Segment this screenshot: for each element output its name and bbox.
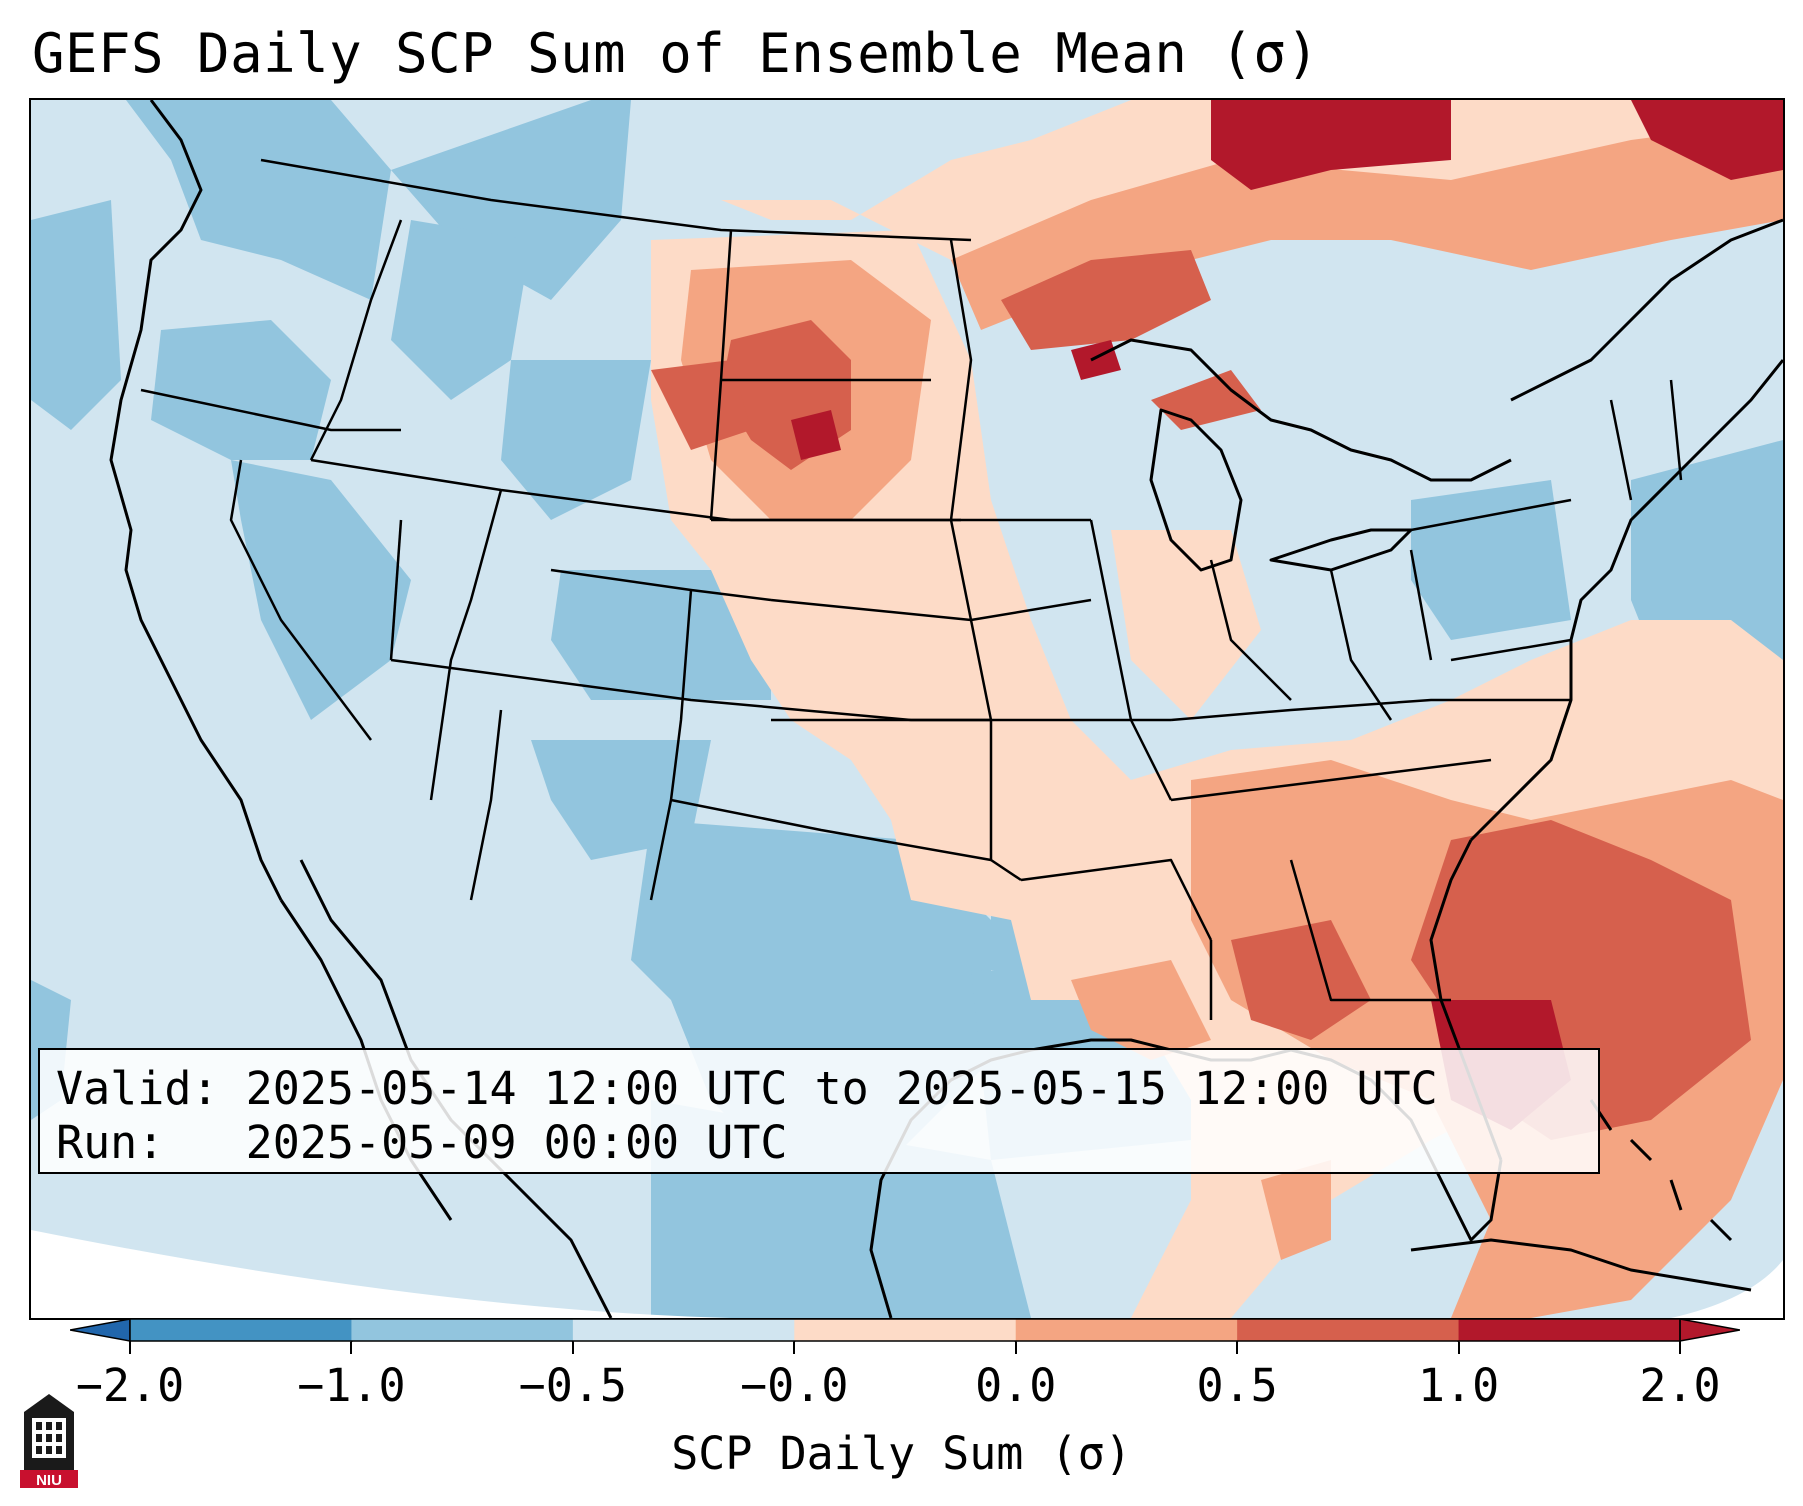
bahamas: [1589, 1099, 1733, 1242]
west-coast: [109, 100, 283, 901]
colorbar-segment: [794, 1319, 1017, 1341]
colorbar-tick-line: [1457, 1342, 1460, 1354]
projection-edge-right: [1671, 1260, 1783, 1318]
colorbar-tick-line: [571, 1342, 574, 1354]
colorbar-tick-label: 0.5: [1196, 1359, 1278, 1412]
colorbar-segment: [351, 1319, 574, 1341]
colorbar-tick-line: [1014, 1342, 1017, 1354]
canada-east: [1510, 218, 1783, 402]
colorbar-label: SCP Daily Sum (σ): [671, 1427, 1132, 1480]
valid-label: Valid:: [56, 1062, 219, 1115]
colorbar-segment: [130, 1319, 352, 1341]
niu-tower-logo-icon: NIU: [20, 1394, 78, 1489]
valid-run-info-box: Valid: 2025-05-14 12:00 UTC to 2025-05-1…: [38, 1048, 1600, 1174]
colorbar-tick-line: [1236, 1342, 1239, 1354]
colorbar-segment: [572, 1319, 795, 1341]
great-lakes: [1090, 338, 1512, 482]
logo-text: NIU: [36, 1472, 62, 1489]
colorbar: [70, 1318, 1740, 1342]
colorbar-tick-label: 1.0: [1417, 1359, 1500, 1412]
chart-title: GEFS Daily SCP Sum of Ensemble Mean (σ): [32, 22, 1320, 85]
colorbar-tick-label: −1.0: [297, 1359, 406, 1412]
colorbar-segment: [1237, 1319, 1460, 1341]
colorbar-tick-line: [350, 1342, 353, 1354]
projection-edge: [31, 1230, 731, 1318]
run-label: Run:: [56, 1116, 165, 1169]
colorbar-segment: [1458, 1319, 1681, 1341]
colorbar-tick-line: [129, 1342, 131, 1354]
colorbar-tick-label: 2.0: [1639, 1359, 1721, 1412]
east-coast: [1469, 359, 1783, 842]
colorbar-tick-label: 0.0: [975, 1359, 1057, 1412]
colorbar-tick-label: −0.0: [740, 1359, 849, 1412]
lake-michigan: [1149, 408, 1243, 572]
colorbar-tick-line: [793, 1342, 796, 1354]
run-value: 2025-05-09 00:00 UTC: [245, 1116, 788, 1169]
valid-value: 2025-05-14 12:00 UTC to 2025-05-15 12:00…: [245, 1062, 1438, 1115]
colorbar-outline: [129, 1318, 1681, 1342]
colorbar-tick-label: −2.0: [75, 1359, 185, 1412]
state-borders: [140, 158, 1683, 1020]
colorbar-extend-high: [1679, 1318, 1740, 1342]
colorbar-extend-low: [70, 1318, 131, 1342]
cuba: [1410, 1238, 1752, 1292]
colorbar-segment: [1015, 1319, 1238, 1341]
colorbar-tick-label: −0.5: [518, 1359, 628, 1412]
colorbar-tick-line: [1679, 1342, 1681, 1354]
